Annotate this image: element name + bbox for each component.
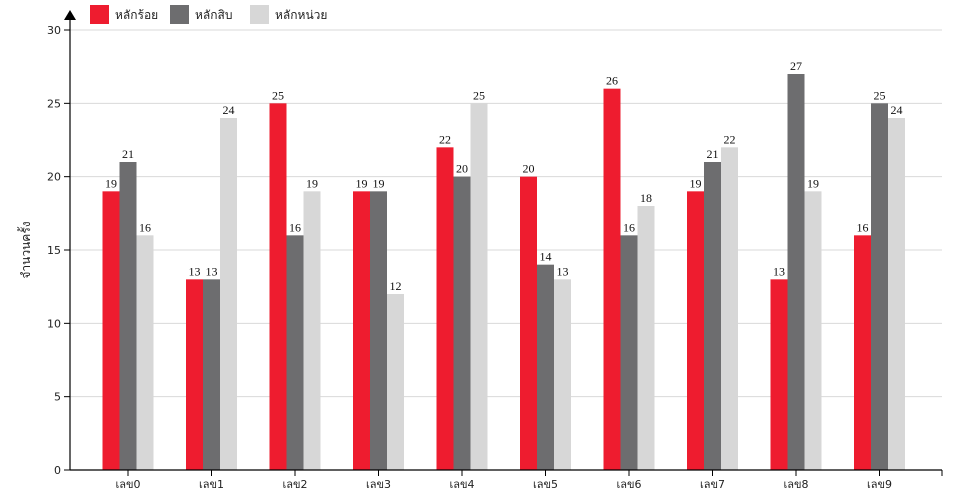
- bar: [537, 264, 554, 470]
- data-label: 13: [557, 264, 569, 278]
- y-tick-label: 25: [47, 97, 61, 110]
- data-label: 25: [874, 88, 886, 102]
- bar: [436, 147, 454, 471]
- x-tick-label: เลข1: [199, 478, 224, 491]
- bar: [220, 118, 237, 470]
- data-label: 19: [373, 176, 385, 190]
- bar: [687, 191, 704, 471]
- data-label: 19: [356, 176, 368, 190]
- x-tick-label: เลข8: [783, 478, 808, 491]
- y-tick-label: 10: [47, 317, 61, 330]
- data-label: 20: [456, 162, 468, 176]
- data-label: 16: [139, 220, 151, 234]
- x-tick-label: เลข4: [449, 478, 474, 491]
- bar: [102, 191, 120, 471]
- bar: [119, 162, 137, 470]
- bar: [353, 191, 370, 471]
- legend-label: หลักสิบ: [195, 8, 232, 22]
- x-tick-label: เลข5: [533, 478, 558, 491]
- bar: [704, 162, 721, 470]
- bar: [854, 235, 871, 470]
- data-label: 22: [724, 132, 736, 146]
- x-tick-label: เลข0: [115, 478, 140, 491]
- bar: [370, 191, 387, 471]
- data-label: 16: [623, 220, 635, 234]
- data-label: 13: [189, 264, 201, 278]
- data-label: 16: [289, 220, 301, 234]
- data-label: 25: [272, 88, 284, 102]
- data-label: 19: [306, 176, 318, 190]
- bar: [871, 103, 888, 470]
- data-label: 20: [523, 162, 535, 176]
- data-labels: 19 21 16 13 13 24 25 16 19 19 19 12 22 20 25 20 14 13 26 16…: [105, 59, 903, 293]
- x-tick-label: เลข7: [700, 478, 725, 491]
- bar: [186, 279, 203, 470]
- data-label: 21: [707, 147, 719, 161]
- data-label: 18: [640, 191, 652, 205]
- axes: 0 5 10 15 20 25 30 เลข0 เลข1 เลข2 เลข3 เลข4 เลข5 เลข6…: [47, 10, 943, 491]
- data-label: 12: [390, 279, 402, 293]
- data-label: 25: [473, 88, 485, 102]
- legend-swatch: [250, 5, 269, 24]
- data-label: 24: [891, 103, 903, 117]
- legend-swatch: [170, 5, 189, 24]
- bar: [387, 294, 404, 470]
- x-tick-label: เลข6: [616, 478, 641, 491]
- data-label: 14: [540, 250, 552, 264]
- bar: [770, 279, 788, 470]
- bar: [470, 103, 488, 470]
- y-tick-label: 15: [47, 244, 61, 257]
- legend-label: หลักร้อย: [115, 8, 158, 22]
- legend-swatch: [90, 5, 109, 24]
- bar: [453, 176, 471, 470]
- bar: [637, 206, 655, 470]
- y-axis-arrow-icon: [64, 10, 76, 20]
- y-tick-label: 5: [54, 391, 61, 404]
- legend-label: หลักหน่วย: [275, 8, 327, 22]
- bar: [804, 191, 822, 471]
- x-tick-label: เลข2: [282, 478, 307, 491]
- data-label: 27: [790, 59, 802, 73]
- legend: หลักร้อย หลักสิบ หลักหน่วย: [90, 5, 327, 24]
- bar: [203, 279, 220, 470]
- bars: [102, 74, 905, 471]
- data-label: 22: [439, 132, 451, 146]
- bar: [554, 279, 571, 470]
- y-axis-label: จำนวนครั้ง: [17, 221, 33, 278]
- bar: [269, 103, 287, 470]
- data-label: 16: [857, 220, 869, 234]
- y-tick-label: 0: [54, 464, 61, 477]
- bar: [286, 235, 304, 470]
- data-label: 21: [122, 147, 134, 161]
- bar: [603, 88, 621, 471]
- bar: [303, 191, 321, 471]
- bar: [721, 147, 738, 471]
- data-label: 19: [690, 176, 702, 190]
- y-tick-label: 30: [47, 24, 61, 37]
- data-label: 26: [606, 74, 618, 88]
- bar: [888, 118, 905, 470]
- bar: [520, 176, 537, 470]
- data-label: 19: [105, 176, 117, 190]
- data-label: 19: [807, 176, 819, 190]
- y-tick-label: 20: [47, 171, 61, 184]
- bar: [787, 74, 805, 470]
- x-tick-label: เลข3: [366, 478, 391, 491]
- data-label: 13: [773, 264, 785, 278]
- data-label: 24: [223, 103, 235, 117]
- x-tick-label: เลข9: [867, 478, 892, 491]
- data-label: 13: [206, 264, 218, 278]
- bar: [620, 235, 638, 470]
- bar: [136, 235, 154, 470]
